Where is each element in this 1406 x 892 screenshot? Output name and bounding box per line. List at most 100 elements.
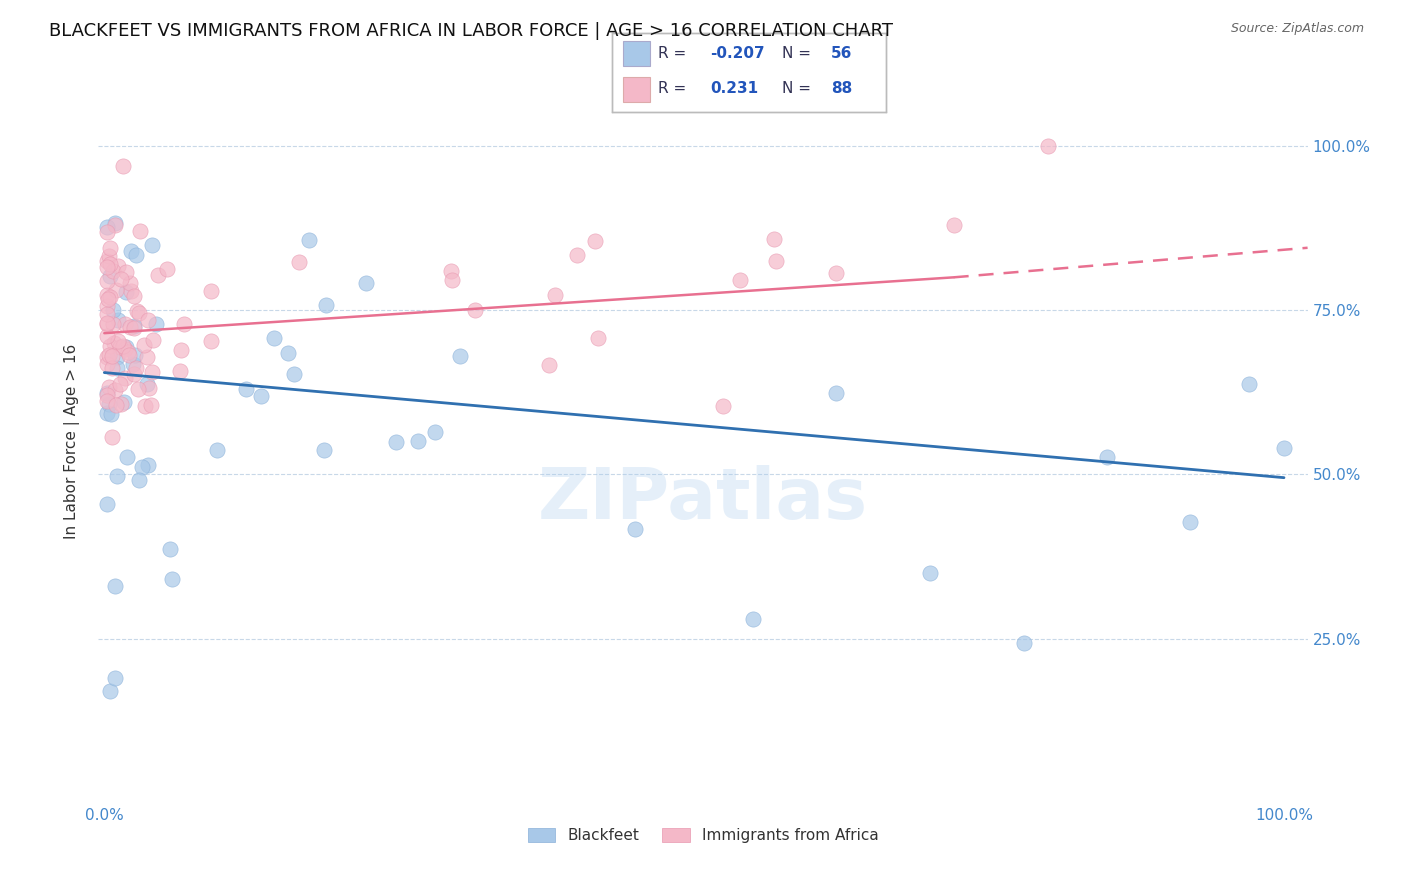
Y-axis label: In Labor Force | Age > 16: In Labor Force | Age > 16 bbox=[63, 344, 80, 539]
Point bbox=[765, 253, 787, 268]
Point bbox=[145, 317, 167, 331]
Point bbox=[141, 238, 163, 252]
Text: -0.207: -0.207 bbox=[710, 45, 765, 61]
Point bbox=[107, 334, 129, 348]
Point bbox=[1095, 450, 1118, 464]
Point bbox=[125, 304, 148, 318]
Point bbox=[449, 350, 471, 364]
Point bbox=[148, 268, 170, 283]
Point bbox=[104, 579, 127, 593]
Point bbox=[110, 396, 132, 410]
Point bbox=[96, 351, 118, 365]
Point bbox=[118, 320, 141, 334]
Point bbox=[104, 383, 127, 397]
Text: BLACKFEET VS IMMIGRANTS FROM AFRICA IN LABOR FORCE | AGE > 16 CORRELATION CHART: BLACKFEET VS IMMIGRANTS FROM AFRICA IN L… bbox=[49, 22, 893, 40]
Point bbox=[1237, 376, 1260, 391]
Point bbox=[108, 340, 131, 354]
Point bbox=[96, 225, 118, 239]
Point bbox=[159, 542, 181, 557]
Point bbox=[122, 367, 145, 381]
Point bbox=[824, 386, 846, 401]
Point bbox=[114, 317, 136, 331]
Point bbox=[111, 339, 134, 353]
Point bbox=[114, 285, 136, 300]
Point bbox=[103, 216, 125, 230]
Point bbox=[100, 361, 122, 376]
Point bbox=[97, 380, 120, 394]
Point bbox=[114, 342, 136, 356]
Point bbox=[96, 497, 118, 511]
Point bbox=[200, 334, 222, 348]
Point bbox=[711, 400, 734, 414]
Point bbox=[173, 317, 195, 331]
Point bbox=[169, 364, 191, 378]
Point bbox=[103, 336, 125, 351]
Point bbox=[96, 406, 118, 420]
Point bbox=[464, 302, 486, 317]
Text: 88: 88 bbox=[831, 81, 852, 95]
Point bbox=[277, 346, 299, 360]
Point bbox=[112, 159, 135, 173]
Point bbox=[135, 350, 157, 364]
Point bbox=[354, 276, 377, 290]
Point bbox=[105, 361, 128, 376]
Point bbox=[134, 399, 156, 413]
Point bbox=[108, 377, 131, 392]
Point bbox=[107, 259, 129, 273]
Text: Source: ZipAtlas.com: Source: ZipAtlas.com bbox=[1230, 22, 1364, 36]
Point bbox=[565, 247, 588, 261]
Point bbox=[1036, 139, 1059, 153]
Point bbox=[235, 382, 257, 396]
Point bbox=[122, 318, 145, 333]
Point bbox=[124, 348, 146, 362]
Point bbox=[128, 473, 150, 487]
Point bbox=[115, 265, 138, 279]
Point bbox=[100, 407, 122, 421]
Point bbox=[1272, 441, 1295, 455]
Point bbox=[103, 264, 125, 278]
Point bbox=[160, 572, 183, 586]
Point bbox=[110, 272, 132, 286]
Text: 56: 56 bbox=[831, 45, 852, 61]
Point bbox=[98, 684, 121, 698]
Point bbox=[824, 266, 846, 280]
Point bbox=[315, 297, 337, 311]
Point bbox=[544, 287, 567, 301]
Point bbox=[920, 566, 942, 580]
Point bbox=[250, 389, 273, 403]
Point bbox=[441, 273, 464, 287]
Point bbox=[97, 292, 120, 306]
Point bbox=[742, 612, 765, 626]
Point bbox=[298, 233, 321, 247]
Point bbox=[98, 241, 121, 255]
Bar bbox=[623, 77, 650, 102]
Point bbox=[104, 218, 127, 232]
Point bbox=[942, 218, 965, 232]
Point bbox=[98, 290, 121, 304]
Point bbox=[538, 358, 561, 372]
Point bbox=[122, 357, 145, 371]
Point bbox=[385, 434, 408, 449]
Point bbox=[96, 288, 118, 302]
Point bbox=[624, 522, 647, 536]
Point bbox=[120, 244, 142, 259]
Point bbox=[120, 285, 142, 299]
Text: N =: N = bbox=[782, 45, 815, 61]
Point bbox=[107, 313, 129, 327]
Point bbox=[101, 317, 124, 331]
Point bbox=[97, 397, 120, 411]
Point bbox=[98, 249, 121, 263]
Point bbox=[583, 234, 606, 248]
Legend: Blackfeet, Immigrants from Africa: Blackfeet, Immigrants from Africa bbox=[522, 822, 884, 849]
Point bbox=[96, 387, 118, 401]
Point bbox=[125, 247, 148, 261]
Point bbox=[122, 288, 145, 302]
Point bbox=[136, 458, 159, 473]
Point bbox=[207, 443, 229, 458]
Point bbox=[96, 328, 118, 343]
Point bbox=[96, 307, 118, 321]
Point bbox=[127, 382, 149, 396]
Point bbox=[96, 274, 118, 288]
Point bbox=[100, 349, 122, 363]
Point bbox=[117, 345, 139, 359]
